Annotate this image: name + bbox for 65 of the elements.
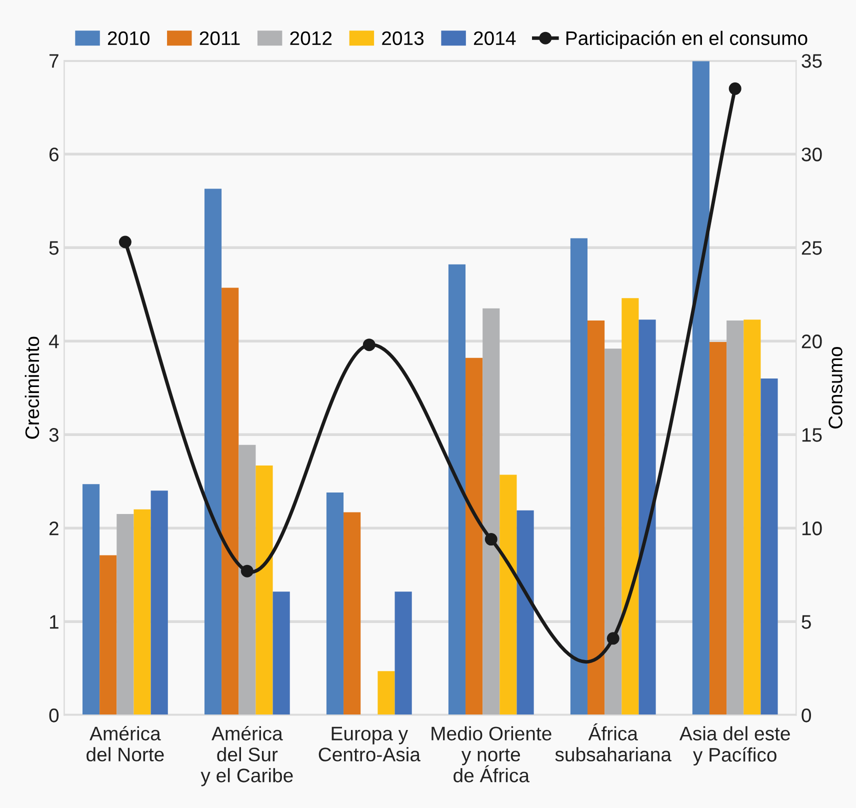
point xyxy=(606,632,620,645)
bar xyxy=(256,465,273,716)
bar xyxy=(638,320,656,716)
legend-label: 2011 xyxy=(200,31,240,46)
y2-tick-label: 30 xyxy=(802,148,822,162)
bar xyxy=(448,264,466,716)
bar xyxy=(116,514,134,716)
y-tick-label: 2 xyxy=(50,522,58,536)
bar xyxy=(622,298,639,716)
bar xyxy=(500,474,517,716)
y2-tick-label: 5 xyxy=(802,615,811,629)
x-tick-label: América del Sur y el Caribe xyxy=(200,726,293,786)
point xyxy=(728,82,742,95)
legend-label: Participación en el consumo xyxy=(566,30,808,49)
x-tick-label: Medio Oriente y norte de África xyxy=(432,726,552,782)
bar xyxy=(326,492,344,716)
x-tick-label: Europa y Centro-Asia xyxy=(318,726,420,762)
legend-label: 2014 xyxy=(474,31,516,46)
legend-label: 2012 xyxy=(290,31,332,46)
y2-tick-label: 0 xyxy=(802,708,811,722)
y2-tick-label: 15 xyxy=(802,428,822,442)
y-tick-label: 4 xyxy=(48,334,59,348)
y-tick-label: 3 xyxy=(49,428,58,442)
bar xyxy=(100,555,117,716)
legend-label: 2010 xyxy=(108,31,150,46)
bar xyxy=(82,484,100,716)
bar xyxy=(587,320,605,716)
y2-axis-title: Consumo xyxy=(828,347,842,428)
y-tick-label: 5 xyxy=(49,241,59,255)
bar xyxy=(134,509,151,716)
bar xyxy=(482,308,500,716)
point xyxy=(240,564,254,578)
bar xyxy=(378,671,395,716)
bar xyxy=(516,510,534,716)
y-axis-title: Crecimiento xyxy=(24,336,40,439)
bar xyxy=(238,444,256,716)
bar xyxy=(394,592,412,716)
bar xyxy=(744,320,761,716)
x-tick-label: Asia del este y Pacífico xyxy=(679,726,790,766)
bar xyxy=(222,288,239,716)
bar xyxy=(204,188,222,716)
legend-label: 2013 xyxy=(382,31,424,46)
bar xyxy=(466,358,483,716)
y2-tick-label: 35 xyxy=(802,54,822,68)
bar xyxy=(692,60,710,716)
y-tick-label: 0 xyxy=(49,708,59,722)
bar xyxy=(709,342,727,716)
y2-tick-label: 10 xyxy=(802,522,822,536)
bar xyxy=(150,490,168,716)
point xyxy=(118,236,132,248)
y2-tick-label: 25 xyxy=(802,241,822,255)
y2-tick-label: 20 xyxy=(802,334,822,348)
y-tick-label: 6 xyxy=(50,148,58,162)
point xyxy=(484,533,498,546)
bar xyxy=(570,238,588,716)
bar xyxy=(272,592,290,716)
y-tick-label: 1 xyxy=(50,615,58,629)
x-tick-label: África subsahariana xyxy=(555,723,672,762)
bar xyxy=(344,512,361,716)
bar xyxy=(726,320,744,716)
y-tick-label: 7 xyxy=(50,54,58,68)
bar xyxy=(760,378,778,716)
x-tick-label: América del Norte xyxy=(86,726,164,762)
bar xyxy=(604,348,622,716)
point xyxy=(362,338,376,352)
